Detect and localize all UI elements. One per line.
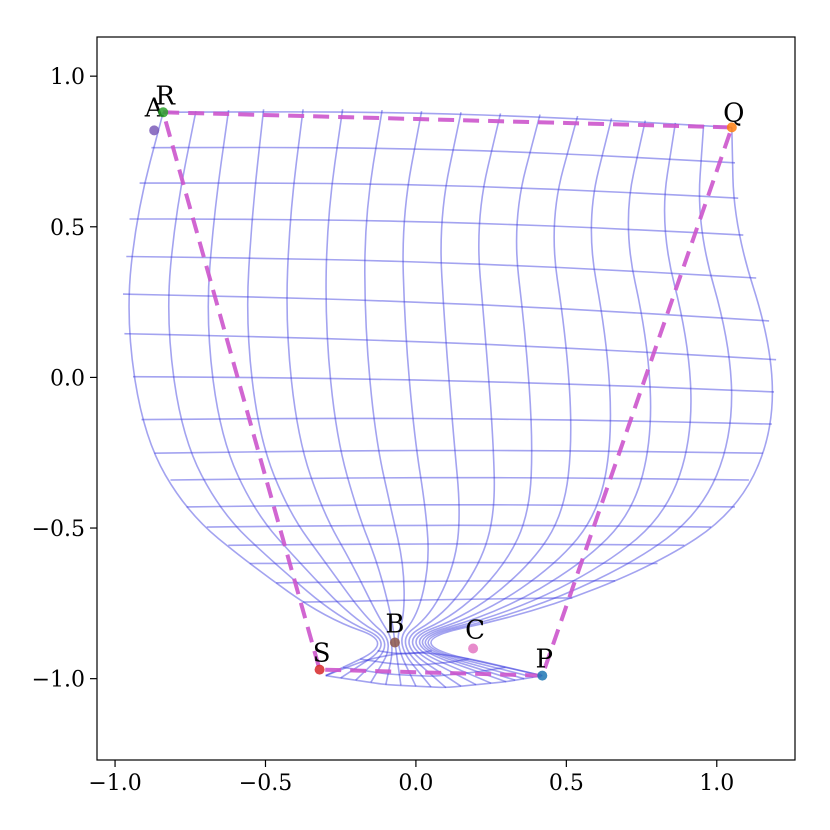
mesh-row-line [170, 476, 749, 481]
mesh-col-line [325, 109, 402, 686]
mesh-col-line [286, 109, 393, 685]
point-c [468, 643, 479, 654]
mesh-col-line [401, 111, 432, 688]
mesh-row-line [151, 146, 736, 164]
mesh-col-line [408, 113, 502, 687]
mesh-row-line [276, 580, 616, 584]
polygon-layer [161, 110, 734, 678]
mesh-fan-line [325, 674, 543, 689]
point-r [158, 107, 169, 118]
mesh-col-line [421, 120, 652, 681]
mesh-col-line [363, 109, 417, 687]
mesh-row-line [163, 111, 732, 129]
y-tick-label: −0.5 [32, 517, 85, 542]
mesh-row-line [303, 597, 573, 603]
mesh-row-line [129, 218, 744, 236]
mesh-col-line [404, 112, 462, 689]
point-label-s: S [313, 639, 331, 669]
mesh-row-line [132, 375, 775, 393]
y-tick-label: −1.0 [32, 668, 85, 693]
point-label-c: C [465, 616, 485, 646]
mesh-row-line [154, 449, 763, 454]
mesh-row-line [141, 417, 772, 425]
point-b [389, 637, 400, 648]
point-label-a: A [144, 93, 165, 123]
mesh-col-line [128, 112, 379, 677]
mesh-col-line [430, 127, 774, 677]
point-label-r: R [155, 81, 176, 111]
point-label-p: P [536, 645, 554, 675]
point-q [726, 122, 737, 133]
mesh-row-line [139, 182, 739, 199]
y-tick-label: 0.0 [50, 366, 85, 391]
mesh-col-line [207, 109, 386, 681]
point-label-q: Q [723, 98, 744, 128]
mesh-layer [122, 109, 777, 689]
mesh-col-line [415, 115, 579, 684]
mesh-col-line [167, 111, 382, 679]
x-tick-label: 0.0 [398, 771, 433, 796]
x-tick-label: −0.5 [239, 771, 292, 796]
x-tick-label: −1.0 [88, 771, 141, 796]
x-tick-label: 1.0 [699, 771, 734, 796]
mesh-col-line [427, 125, 733, 678]
plot-frame [96, 36, 796, 761]
mesh-col-line [246, 109, 389, 683]
point-a [149, 125, 160, 136]
point-s [314, 664, 325, 675]
mesh-row-line [124, 332, 777, 361]
mesh-fan-line [360, 658, 469, 666]
axes-layer: −1.0 −0.5 0.0 0.5 1.0 1.0 0.5 0.0 −0.5 −1.0 [32, 36, 796, 796]
mesh-fan-line [325, 652, 543, 677]
y-tick-label: 1.0 [50, 65, 85, 90]
x-tick-label: 0.5 [549, 771, 584, 796]
mesh-col-line [418, 118, 613, 683]
mesh-col-line [424, 122, 692, 680]
points-layer: AR Q B C S P [144, 81, 744, 681]
y-tick-label: 0.5 [50, 216, 85, 241]
mesh-col-line [411, 114, 541, 686]
point-p [537, 670, 548, 681]
mesh-row-line [122, 293, 770, 322]
mesh-row-line [186, 503, 736, 508]
mesh-fan-line [377, 650, 432, 655]
mesh-row-line [206, 524, 712, 528]
mesh-row-line [126, 255, 757, 279]
point-label-b: B [385, 610, 404, 640]
polygon-outline [161, 110, 734, 678]
